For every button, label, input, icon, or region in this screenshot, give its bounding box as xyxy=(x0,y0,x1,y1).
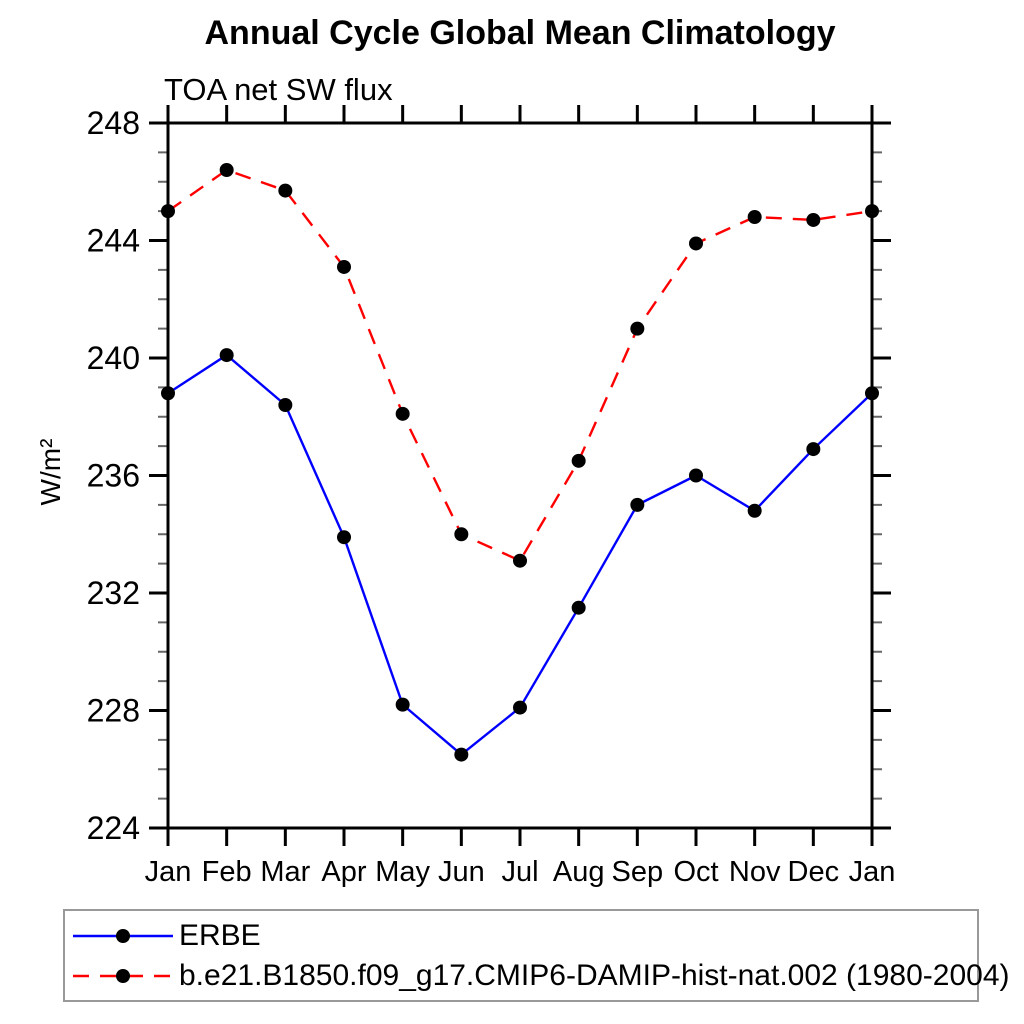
x-tick-label: Mar xyxy=(260,856,310,888)
data-point xyxy=(513,700,527,715)
y-tick-label: 248 xyxy=(87,105,140,141)
data-point xyxy=(630,321,645,336)
legend-line-solid-icon xyxy=(73,928,173,943)
data-point xyxy=(337,530,351,545)
data-point xyxy=(219,348,234,363)
plot-frame xyxy=(166,121,874,830)
data-point xyxy=(630,497,645,512)
data-point xyxy=(865,204,879,219)
x-tick-label: Jan xyxy=(145,856,192,888)
data-point xyxy=(747,503,762,518)
y-tick-label: 240 xyxy=(87,340,140,376)
x-tick-label: May xyxy=(375,856,430,888)
data-point xyxy=(571,453,586,468)
x-tick-label: Oct xyxy=(673,856,718,888)
x-tick-label: Apr xyxy=(321,856,366,888)
data-point xyxy=(747,210,762,224)
data-point xyxy=(395,697,410,712)
data-point xyxy=(865,386,879,401)
data-point xyxy=(689,236,703,251)
x-tick-label: Dec xyxy=(788,856,840,888)
x-tick-label: Sep xyxy=(612,856,664,888)
x-tick-label: Nov xyxy=(729,856,781,888)
data-point xyxy=(806,442,821,457)
y-tick-label: 224 xyxy=(87,810,140,846)
data-point xyxy=(806,212,821,227)
legend-box: ERBE b.e21.B1850.f09_g17.CMIP6-DAMIP-his… xyxy=(63,909,1010,1002)
legend-line-dashed-icon xyxy=(73,968,173,983)
data-point xyxy=(161,386,175,401)
chart-subtitle: TOA net SW flux xyxy=(164,72,393,107)
data-point xyxy=(161,204,175,219)
data-point xyxy=(278,183,293,198)
legend-item-erbe: ERBE xyxy=(70,916,977,956)
series-line-1 xyxy=(167,168,873,562)
x-tick-label: Jun xyxy=(438,856,485,888)
data-point xyxy=(219,163,234,177)
data-point xyxy=(513,553,527,568)
x-tick-label: Aug xyxy=(553,856,605,888)
data-point xyxy=(337,259,351,274)
legend-label-model: b.e21.B1850.f09_g17.CMIP6-DAMIP-hist-nat… xyxy=(179,958,1010,992)
chart-title: Annual Cycle Global Mean Climatology xyxy=(204,14,836,52)
y-tick-label: 228 xyxy=(87,693,140,729)
x-tick-label: Jul xyxy=(501,856,538,888)
x-tick-label: Jan xyxy=(849,856,896,888)
data-point xyxy=(278,398,293,412)
data-point xyxy=(689,468,703,483)
x-tick-label: Feb xyxy=(202,856,252,888)
y-tick-label: 236 xyxy=(87,458,140,494)
data-point xyxy=(395,406,410,421)
legend-label-erbe: ERBE xyxy=(179,918,261,952)
data-point xyxy=(454,747,469,762)
y-tick-label: 232 xyxy=(87,575,140,611)
y-tick-label: 244 xyxy=(87,223,140,259)
data-point xyxy=(454,527,469,542)
legend-item-model: b.e21.B1850.f09_g17.CMIP6-DAMIP-hist-nat… xyxy=(70,956,1010,996)
data-point xyxy=(571,600,586,615)
